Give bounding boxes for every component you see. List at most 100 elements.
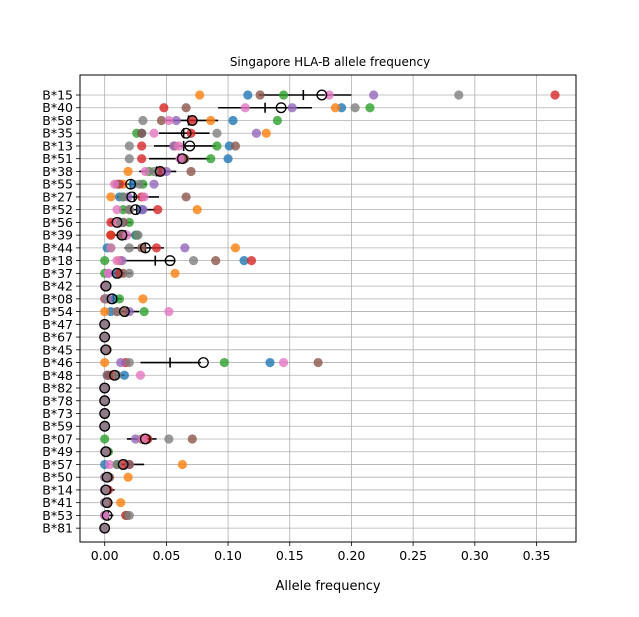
summary-marker: [176, 153, 188, 165]
data-point: [138, 434, 148, 444]
summary-marker: [186, 115, 198, 126]
data-point: [139, 306, 149, 317]
data-point: [109, 179, 120, 189]
data-point: [212, 128, 222, 138]
data-point: [251, 128, 262, 138]
y-tick-label: B*39: [42, 228, 73, 243]
data-point: [313, 357, 323, 368]
y-tick-label: B*42: [42, 279, 73, 294]
data-point: [324, 90, 334, 100]
summary-marker: [99, 331, 111, 343]
data-point: [149, 128, 159, 138]
data-point: [106, 230, 116, 240]
data-point: [106, 243, 116, 253]
data-point: [112, 370, 122, 380]
data-point: [350, 103, 360, 113]
data-point: [100, 523, 110, 533]
summary-marker: [116, 229, 128, 241]
data-point: [272, 115, 283, 126]
y-tick-label: B*40: [42, 100, 73, 115]
y-tick-label: B*18: [42, 253, 73, 268]
y-tick-label: B*81: [42, 521, 73, 536]
data-point: [100, 396, 110, 406]
data-point: [137, 243, 147, 253]
summary-marker: [100, 446, 112, 458]
data-point: [124, 268, 134, 278]
data-point: [112, 306, 122, 317]
data-point: [100, 510, 110, 521]
y-tick-label: B*82: [42, 381, 73, 396]
grid: [80, 75, 576, 542]
data-point: [112, 205, 122, 215]
y-tick-label: B*48: [42, 368, 73, 383]
summary-marker: [99, 318, 111, 330]
y-tick-label: B*59: [42, 419, 73, 434]
summary-marker: [99, 382, 111, 394]
summary-marker: [100, 484, 112, 496]
data-point: [100, 256, 110, 266]
data-point: [369, 90, 379, 100]
summary-marker: [99, 420, 111, 432]
data-point: [100, 332, 110, 342]
data-point: [550, 90, 560, 100]
y-tick-label: B*27: [42, 189, 73, 204]
data-point: [255, 90, 265, 100]
summary-marker: [111, 267, 123, 279]
y-tick-label: B*45: [42, 342, 73, 357]
y-tick-label: B*67: [42, 330, 73, 345]
data-point: [206, 115, 216, 126]
summary-marker: [99, 408, 111, 419]
data-point: [123, 166, 133, 177]
x-axis-label: Allele frequency: [275, 579, 380, 594]
summary-marker: [111, 216, 123, 228]
y-tick-label: B*41: [42, 495, 73, 510]
y-tick-label: B*53: [42, 508, 73, 523]
data-point: [114, 294, 125, 304]
summary-marker: [154, 165, 166, 177]
summary-marker: [101, 497, 113, 509]
data-point: [164, 306, 174, 317]
data-point: [138, 205, 148, 215]
summary-marker: [118, 306, 130, 318]
data-point: [187, 115, 197, 126]
data-point: [124, 141, 134, 151]
summary-marker: [275, 102, 287, 114]
data-point: [170, 268, 180, 278]
y-tick-label: B*46: [42, 355, 73, 370]
data-point: [206, 154, 216, 164]
data-point: [124, 357, 134, 368]
data-point: [100, 434, 110, 444]
data-point: [137, 154, 147, 164]
y-tick-label: B*35: [42, 126, 73, 141]
data-point: [219, 357, 229, 368]
data-point: [116, 217, 126, 227]
data-point: [138, 294, 148, 304]
data-point: [137, 141, 147, 151]
data-point: [175, 154, 185, 164]
y-tick-label: B*14: [42, 482, 73, 497]
summary-marker: [106, 293, 118, 305]
data-point: [223, 154, 233, 164]
data-point: [133, 230, 143, 240]
summary-marker: [130, 204, 141, 216]
data-point: [134, 179, 144, 189]
data-point: [112, 256, 122, 266]
data-point: [119, 370, 130, 380]
y-tick-label: B*55: [42, 177, 73, 192]
x-tick-label: 0.30: [461, 548, 489, 563]
y-tick-label: B*78: [42, 393, 73, 408]
data-point: [454, 90, 464, 100]
data-point: [100, 498, 110, 508]
data-point: [240, 103, 250, 113]
y-tick-label: B*73: [42, 406, 73, 421]
y-tick-label: B*44: [42, 240, 73, 255]
y-tick-label: B*54: [42, 304, 73, 319]
data-point: [106, 192, 116, 202]
data-points: [100, 90, 560, 533]
data-point: [265, 357, 275, 368]
summary-marker: [184, 140, 196, 152]
y-tick-label: B*15: [42, 88, 73, 103]
data-point: [140, 166, 150, 177]
chart-title: Singapore HLA-B allele frequency: [230, 55, 430, 69]
